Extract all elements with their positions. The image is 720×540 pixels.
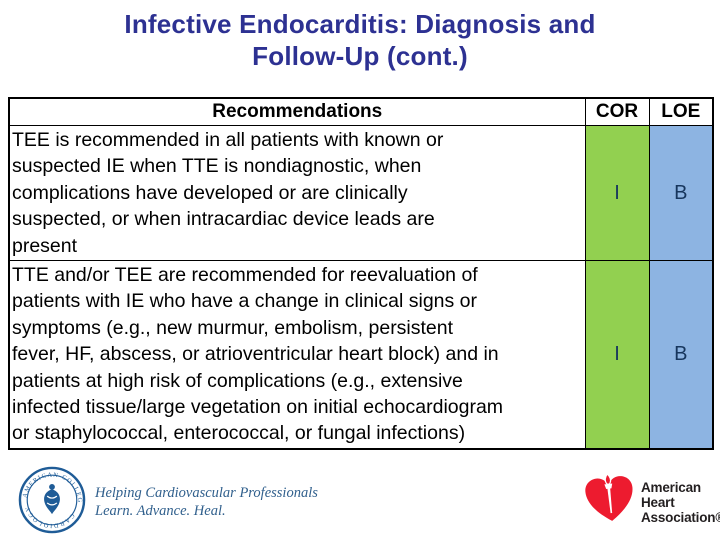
col-header-cor: COR (584, 97, 650, 126)
recommendations-table: Recommendations COR LOE TEE is recommend… (8, 97, 714, 450)
loe-value: B (648, 124, 714, 262)
cor-value: I (584, 260, 650, 450)
loe-value: B (648, 260, 714, 450)
table-row: TEE is recommended in all patients with … (8, 124, 714, 262)
aha-heart-torch-icon (582, 472, 638, 533)
table-row: TTE and/or TEE are recommended for reeva… (8, 260, 714, 450)
recommendation-text: TEE is recommended in all patients with … (8, 124, 586, 262)
col-header-loe: LOE (648, 97, 714, 126)
aha-name-text: American Heart Association® (641, 480, 720, 525)
slide-footer: AMERICAN COLLEGE CARDIOLOGY Helping Card… (0, 460, 720, 540)
page-title: Infective Endocarditis: Diagnosis and Fo… (124, 9, 596, 71)
acc-logo-icon: AMERICAN COLLEGE CARDIOLOGY (15, 461, 86, 539)
acc-tagline: Helping Cardiovascular Professionals Lea… (95, 485, 318, 519)
recommendation-text: TTE and/or TEE are recommended for reeva… (8, 260, 586, 450)
col-header-recommendations: Recommendations (8, 97, 586, 126)
cor-value: I (584, 124, 650, 262)
table-header-row: Recommendations COR LOE (8, 97, 714, 126)
aha-logo: American Heart Association® (582, 472, 720, 533)
